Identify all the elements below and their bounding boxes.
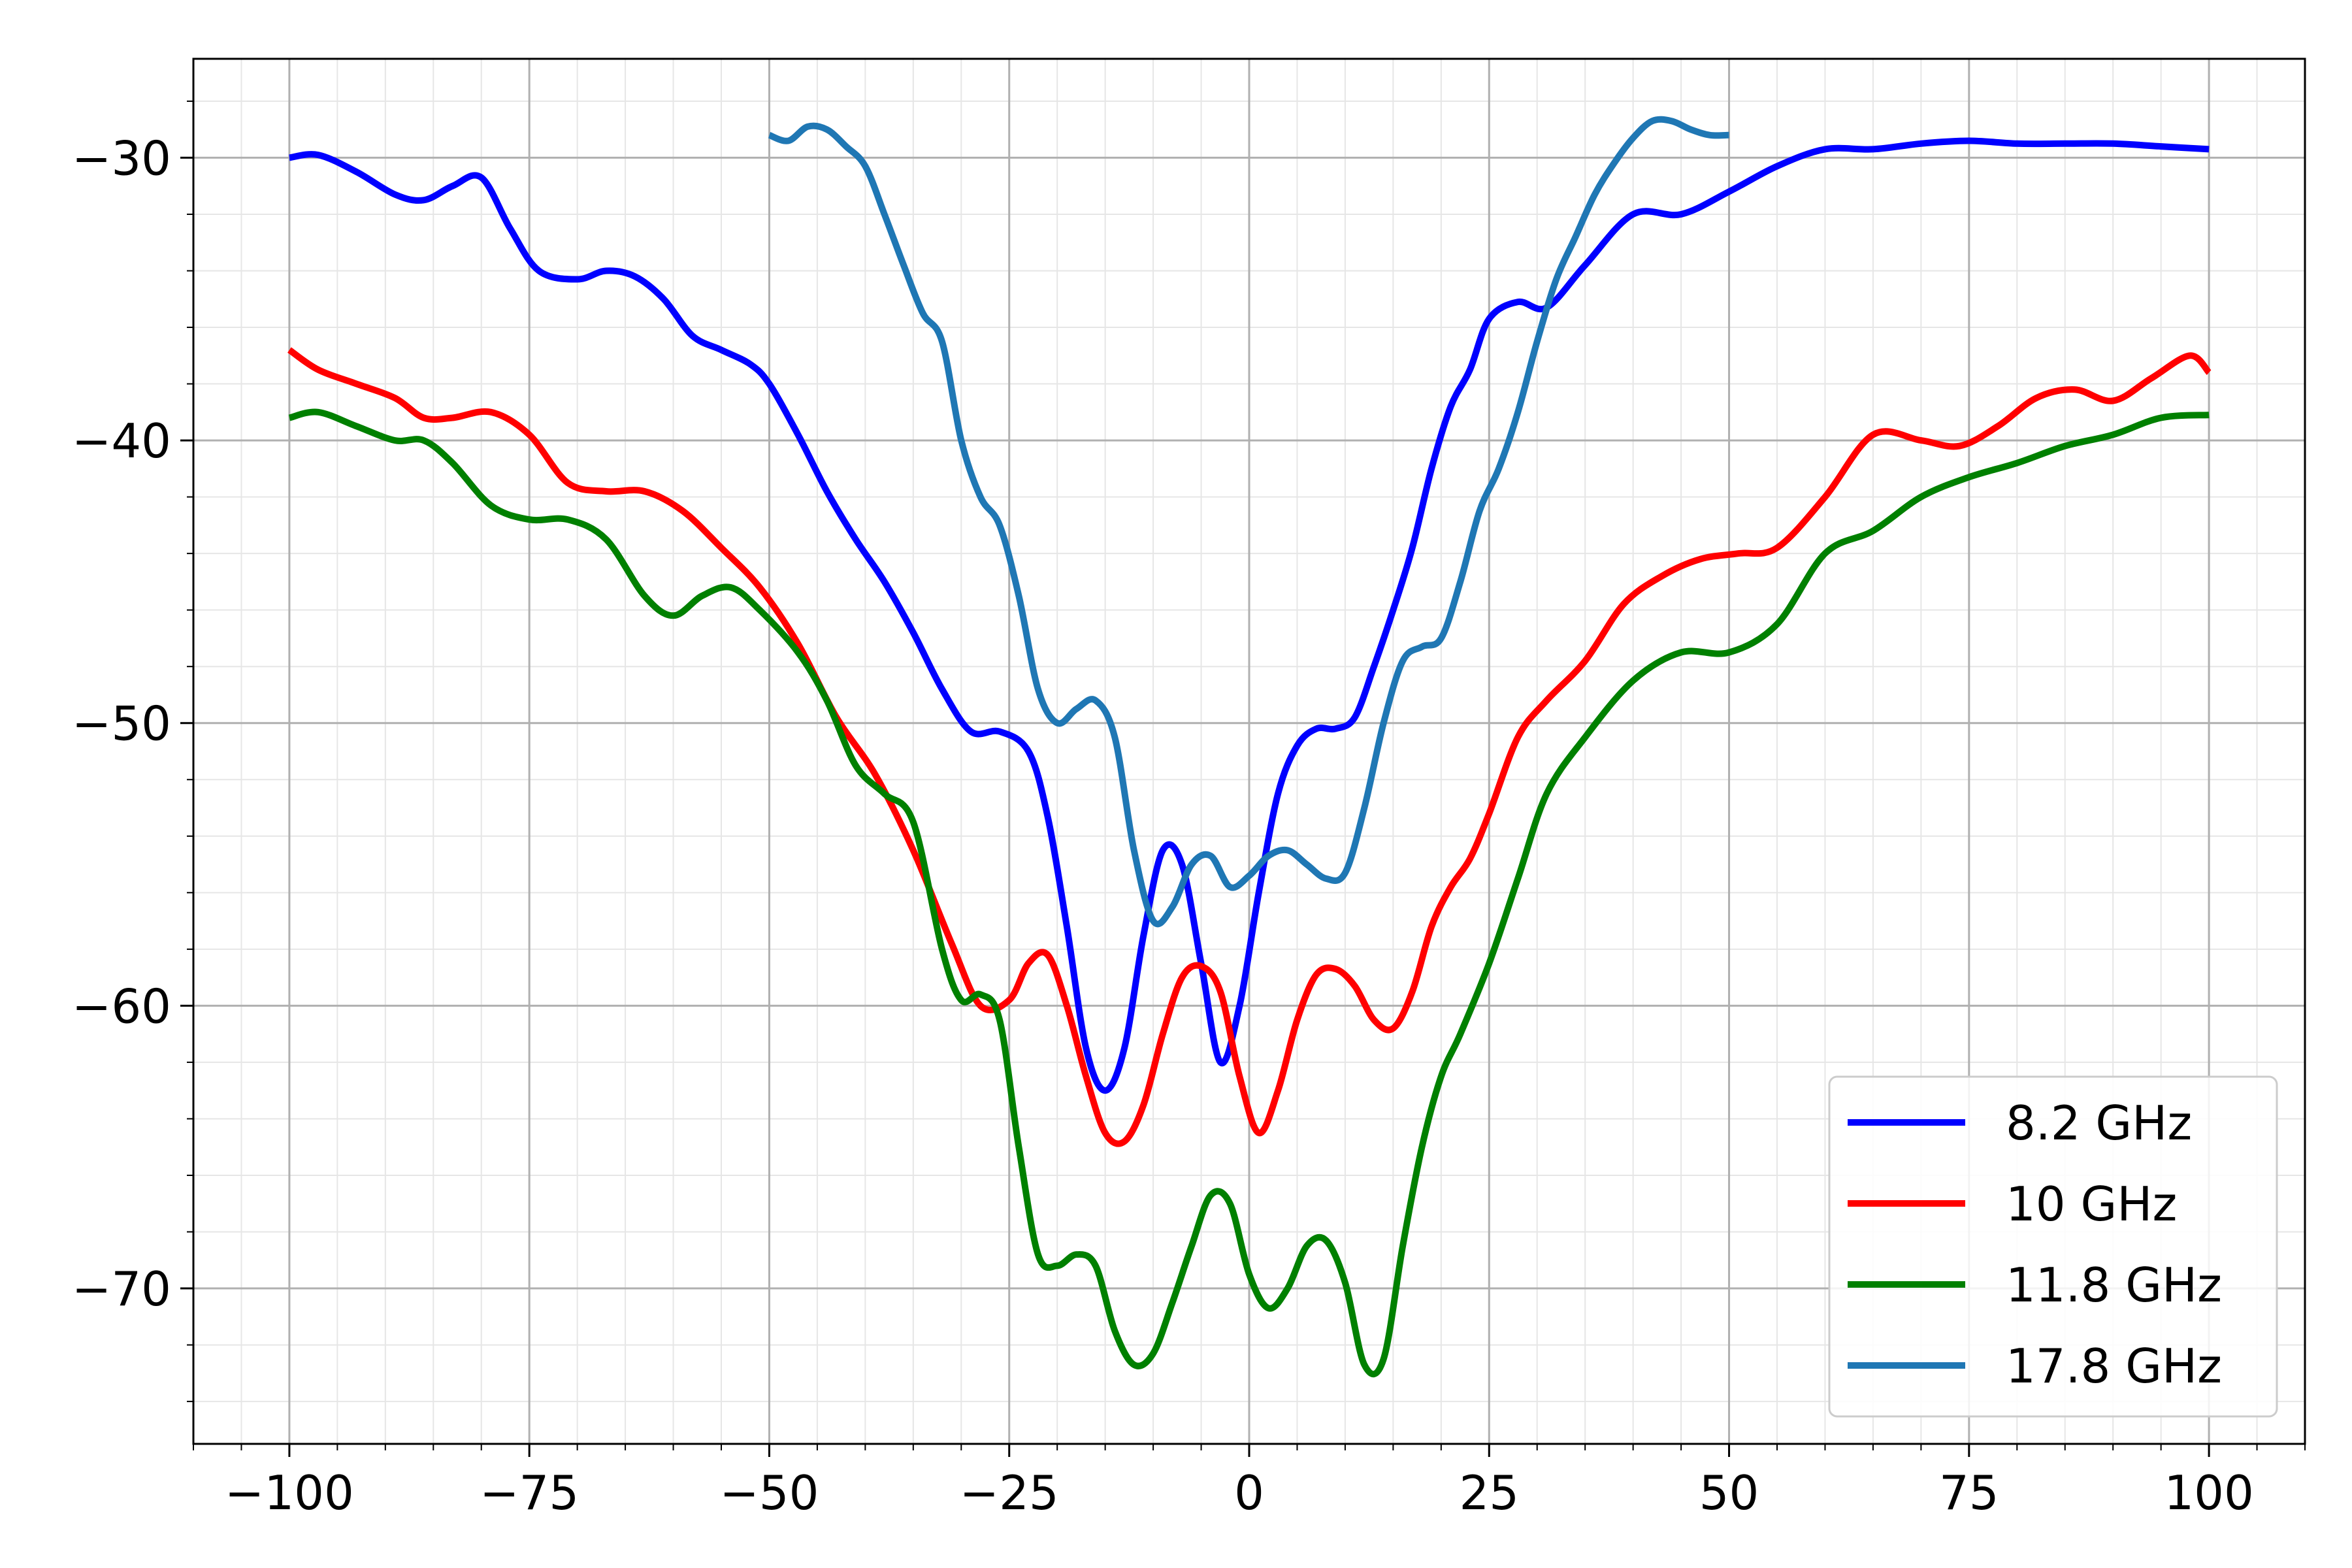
x-tick-label: 100 bbox=[2164, 1465, 2253, 1520]
x-tick-label: 0 bbox=[1234, 1465, 1264, 1520]
legend-label-4: 17.8 GHz bbox=[2006, 1339, 2222, 1394]
y-tick-label: −30 bbox=[72, 131, 171, 186]
series-line-1 bbox=[289, 137, 2210, 1094]
y-tick-label: −40 bbox=[72, 414, 171, 468]
axis-ticks: −100 −75 −50 −25 0 25 50 75 100 −30 −40 −50 −60 −70 bbox=[72, 100, 2306, 1520]
legend: 8.2 GHz 10 GHz 11.8 GHz 17.8 GHz bbox=[1828, 1075, 2278, 1418]
legend-box bbox=[1828, 1075, 2278, 1418]
series-line-3 bbox=[288, 408, 2210, 1378]
series-line-4 bbox=[768, 116, 1729, 928]
x-tick-label: −75 bbox=[480, 1465, 579, 1520]
series-line-2 bbox=[287, 347, 2212, 1147]
x-tick-label: −50 bbox=[719, 1465, 819, 1520]
legend-label-2: 10 GHz bbox=[2006, 1177, 2177, 1232]
series-layer bbox=[287, 116, 2212, 1378]
legend-label-3: 11.8 GHz bbox=[2006, 1258, 2222, 1313]
y-tick-label: −50 bbox=[72, 696, 171, 751]
y-tick-label: −70 bbox=[72, 1262, 171, 1316]
x-tick-label: 75 bbox=[1939, 1465, 1999, 1520]
x-tick-label: −100 bbox=[225, 1465, 354, 1520]
y-tick-label: −60 bbox=[72, 979, 171, 1034]
x-tick-label: 50 bbox=[1699, 1465, 1759, 1520]
major-grid bbox=[193, 59, 2305, 1444]
legend-label-1: 8.2 GHz bbox=[2006, 1096, 2192, 1151]
x-tick-label: −25 bbox=[960, 1465, 1059, 1520]
x-tick-label: 25 bbox=[1459, 1465, 1519, 1520]
